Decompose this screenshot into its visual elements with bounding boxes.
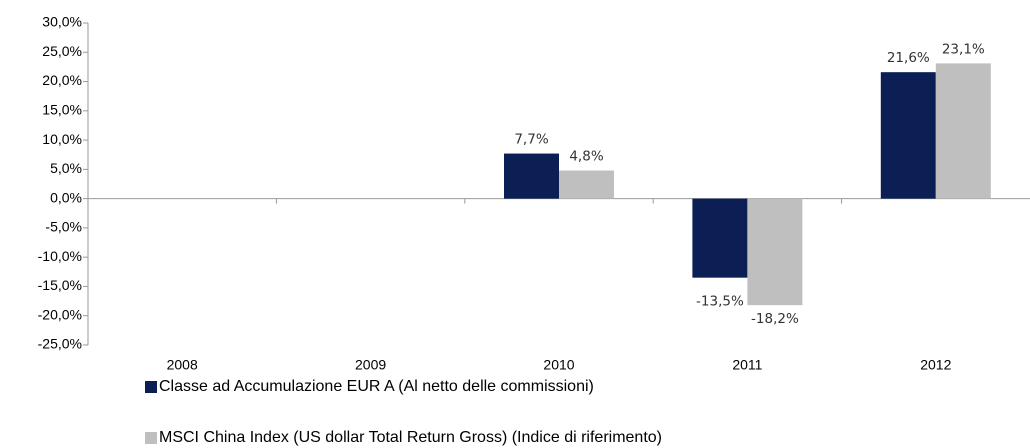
- y-tick-label: 25,0%: [42, 43, 82, 59]
- y-tick-label: -20,0%: [38, 306, 82, 322]
- x-tick-label: 2010: [543, 357, 574, 373]
- bar: [504, 153, 559, 199]
- value-label: 21,6%: [887, 50, 930, 66]
- value-label: -18,2%: [751, 311, 799, 327]
- x-tick-label: 2009: [355, 357, 386, 373]
- y-tick-label: 30,0%: [42, 14, 82, 30]
- value-label: 7,7%: [514, 132, 548, 148]
- legend-swatch: [145, 432, 157, 444]
- y-tick-label: 10,0%: [42, 131, 82, 147]
- y-tick-label: -5,0%: [45, 219, 82, 235]
- x-tick-label: 2008: [167, 357, 198, 373]
- x-tick-label: 2011: [732, 357, 762, 373]
- bar: [559, 170, 614, 199]
- bar: [747, 198, 803, 306]
- y-tick-label: 0,0%: [50, 189, 82, 205]
- value-label: 4,8%: [569, 149, 603, 165]
- value-label: 23,1%: [942, 41, 985, 57]
- y-tick-label: 15,0%: [42, 102, 82, 118]
- bar: [880, 72, 936, 199]
- x-tick-label: 2012: [920, 357, 951, 373]
- legend-label: Classe ad Accumulazione EUR A (Al netto …: [159, 378, 594, 395]
- bar: [692, 198, 748, 278]
- y-tick-label: -15,0%: [38, 277, 82, 293]
- y-tick-label: -25,0%: [38, 336, 82, 352]
- value-label: -13,5%: [696, 294, 744, 310]
- bar: [935, 63, 991, 199]
- y-tick-label: 5,0%: [50, 160, 82, 176]
- legend-swatch: [145, 381, 157, 393]
- legend-label: MSCI China Index (US dollar Total Return…: [159, 429, 662, 446]
- y-tick-label: -10,0%: [38, 248, 82, 264]
- y-tick-label: 20,0%: [42, 72, 82, 88]
